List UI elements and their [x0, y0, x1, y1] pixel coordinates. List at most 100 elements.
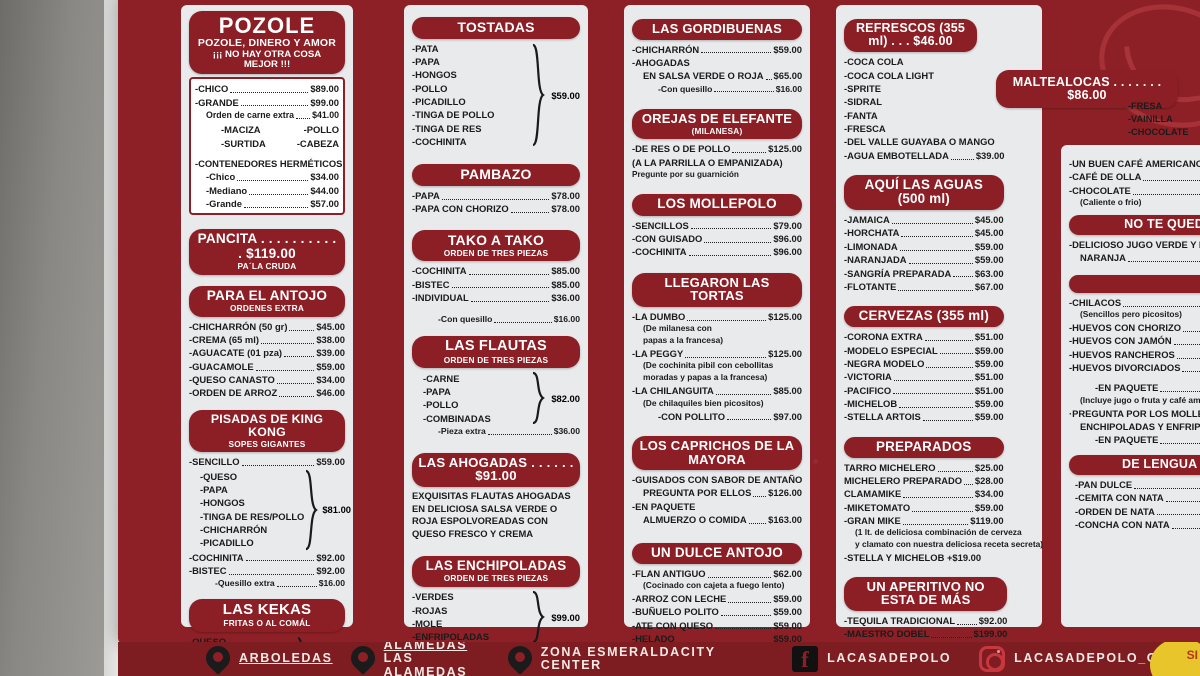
section-header-no-te-quedes: NO TE QUEDES CON SE: [1069, 214, 1200, 236]
menu-item: -BISTEC $92.00: [189, 564, 345, 576]
section-header-desayunos: [1069, 274, 1200, 293]
menu-item: -HORCHATA $45.00: [844, 227, 1004, 239]
location-zona-esmeralda[interactable]: ZONA ESMERALDACITY CENTER: [502, 642, 760, 675]
menu-item: -PAPA: [200, 483, 228, 495]
menu-item: -Mediano $44.00: [206, 184, 339, 196]
dulce-antojo-title: UN DULCE ANTOJO: [650, 544, 783, 560]
menu-item: -CHICHARRÓN (50 gr) $45.00: [189, 320, 345, 332]
section-header-dulce-antojo: UN DULCE ANTOJO: [632, 542, 802, 564]
menu-item: -MODELO ESPECIAL $59.00: [844, 344, 1004, 356]
menu-item: -COCHINITA $92.00: [189, 551, 345, 563]
social-facebook[interactable]: LACASADEPOLO: [792, 646, 951, 673]
menu-item: -CREMA (65 ml) $38.00: [189, 334, 345, 346]
menu-item: -VAINILLA: [1128, 114, 1173, 125]
menu-item: -FRESCA: [844, 122, 886, 134]
menu-note: (1 lt. de deliciosa combinación de cerve…: [855, 527, 1022, 538]
menu-item: -ENFRIPOLADAS: [412, 631, 490, 643]
menu-item: Orden de carne extra $41.00: [206, 109, 339, 120]
section-header-pambazo: PAMBAZO: [412, 164, 580, 187]
section-header-aguas: AQUÍ LAS AGUAS (500 ml): [844, 175, 1004, 211]
menu-item: -AGUACATE (01 pza) $39.00: [189, 347, 345, 359]
menu-column-5: -UN BUEN CAFÉ AMERICANO$ -CAFÉ DE OLLA$ …: [1058, 142, 1200, 630]
caprichos-title: LOS CAPRICHOS DE LA MAYORA: [639, 437, 795, 467]
location-alamedas[interactable]: ALAMEDAS LAS ALAMEDAS: [345, 642, 490, 676]
menu-item: -PAN DULCE$: [1075, 478, 1200, 491]
location-arboledas[interactable]: ARBOLEDAS: [201, 642, 333, 675]
location-label: ZONA ESMERALDA: [540, 644, 681, 659]
decorative-yellow-circle: [1150, 642, 1200, 676]
menu-item: -JAMAICA $45.00: [844, 214, 1004, 226]
menu-item: -PAPA $78.00: [412, 190, 580, 202]
tostadas-group: -PATA -PAPA -HONGOS -POLLO -PICADILLO -T…: [412, 42, 580, 149]
pisadas-group: -QUESO -PAPA -HONGOS -TINGA DE RES/POLLO…: [189, 469, 351, 551]
pozole-subtitle2: ¡¡¡ NO HAY OTRA COSA MEJOR !!!: [212, 49, 322, 71]
aperitivo-title: UN APERITIVO NO ESTA DE MÁS: [866, 578, 985, 608]
menu-item: -MOLE: [412, 618, 443, 630]
menu-column-1: POZOLE POZOLE, DINERO Y AMOR ¡¡¡ NO HAY …: [178, 2, 356, 644]
group-price: $82.00: [551, 392, 580, 404]
menu-item: -COCHINITA $85.00: [412, 265, 580, 277]
location-pin-icon: [345, 642, 380, 675]
kekas-group: -QUESO -PAPA -HONGOS -FLOR DE CALABAZA -…: [189, 635, 345, 644]
brace-icon: [304, 469, 319, 551]
cervezas-title: CERVEZAS (355 ml): [858, 308, 989, 324]
group-price: $59.00: [551, 89, 580, 101]
menu-item: CLAMAMIKE $34.00: [844, 488, 1004, 500]
menu-item: -HUEVOS RANCHEROS$: [1069, 348, 1200, 361]
menu-item: -LA PEGGY $125.00: [632, 348, 802, 360]
menu-item: -HUEVOS CON JAMÓN$: [1069, 334, 1200, 347]
section-header-pisadas: PISADAS DE KING KONG SOPES GIGANTES: [189, 409, 345, 453]
menu-item: -EN PAQUETE$: [1069, 433, 1200, 446]
menu-item: -NARANJADA $59.00: [844, 254, 1004, 266]
tortas-title: LLEGARON LAS TORTAS: [664, 274, 770, 304]
refrescos-title: REFRESCOS (355 ml) . . . $46.00: [855, 21, 966, 49]
menu-item-pair: -MACIZA -POLLO: [221, 124, 339, 136]
menu-item: -Pieza extra $36.00: [438, 426, 580, 437]
tako-title: TAKO A TAKO: [447, 231, 545, 248]
desayunos-items: -CHILACOS$ (Sencillos pero picositos) -H…: [1069, 296, 1200, 447]
location-sublabel: LAS ALAMEDAS: [383, 651, 468, 676]
menu-item: EN SALSA VERDE O ROJA $65.00: [643, 70, 803, 82]
menu-note: moradas y papas a la francesa): [643, 372, 768, 383]
menu-item: -POLLO: [423, 399, 459, 411]
section-header-para-el-antojo: PARA EL ANTOJO ORDENES EXTRA: [189, 285, 345, 317]
menu-item: -ORDEN DE NATA$: [1075, 505, 1200, 518]
section-header-tako: TAKO A TAKO ORDEN DE TRES PIEZAS: [412, 229, 580, 262]
menu-item: -MAESTRO DOBEL $199.00: [844, 628, 1008, 640]
pisadas-subtitle: SOPES GIGANTES: [228, 438, 306, 449]
orejas-title: OREJAS DE ELEFANTE: [641, 110, 793, 126]
group-price: $81.00: [322, 504, 352, 516]
menu-item: -CHICHARRÓN: [200, 523, 268, 535]
menu-item: -VERDES: [412, 591, 454, 603]
menu-item: ·PREGUNTA POR LOS MOLLEPO: [1069, 407, 1200, 419]
menu-item: -TINGA DE RES/POLLO: [200, 510, 305, 522]
location-pin-icon: [201, 642, 235, 675]
menu-item: -SENCILLOS $79.00: [632, 219, 802, 231]
menu-item: -ATE CON QUESO $59.00: [632, 619, 802, 631]
de-lengua-title: DE LENGUA ME COMO U: [1121, 456, 1200, 471]
menu-item: -POLLO: [412, 82, 448, 94]
menu-item: -SANGRÍA PREPARADA $63.00: [844, 267, 1004, 279]
menu-item: ALMUERZO O COMIDA $163.00: [643, 514, 802, 526]
menu-item: -STELLA Y MICHELOB +$19.00: [844, 552, 982, 564]
section-header-pancita: PANCITA . . . . . . . . . . . $119.00 PA…: [189, 229, 345, 275]
menu-item: -FANTA: [844, 109, 878, 121]
tako-subtitle: ORDEN DE TRES PIEZAS: [443, 247, 549, 258]
antojo-items: -CHICHARRÓN (50 gr) $45.00 -CREMA (65 ml)…: [189, 320, 345, 400]
group-price: $99.00: [551, 611, 580, 623]
menu-item: -SPRITE: [844, 82, 881, 94]
menu-note: y clamato con nuestra deliciosa receta s…: [855, 539, 1044, 550]
location-pin-icon: [502, 642, 537, 675]
menu-item: -STELLA ARTOIS $59.00: [844, 411, 1004, 423]
menu-item: -PAPA CON CHORIZO $78.00: [412, 203, 580, 215]
menu-item: -HONGOS: [412, 69, 457, 81]
tostadas-title: TOSTADAS: [457, 19, 535, 35]
menu-item: -PAPA: [423, 386, 451, 398]
si-label: SI: [1186, 648, 1198, 662]
menu-item: -MICHELOB $59.00: [844, 397, 1004, 409]
menu-item: -CEMITA CON NATA$: [1075, 491, 1200, 504]
menu-note: (Sencillos pero picositos): [1080, 309, 1182, 320]
menu-item: -LIMONADA $59.00: [844, 240, 1004, 252]
menu-subheader: -CONTENEDORES HERMÉTICOS: [195, 158, 343, 170]
menu-item: -ROJAS: [412, 604, 448, 616]
